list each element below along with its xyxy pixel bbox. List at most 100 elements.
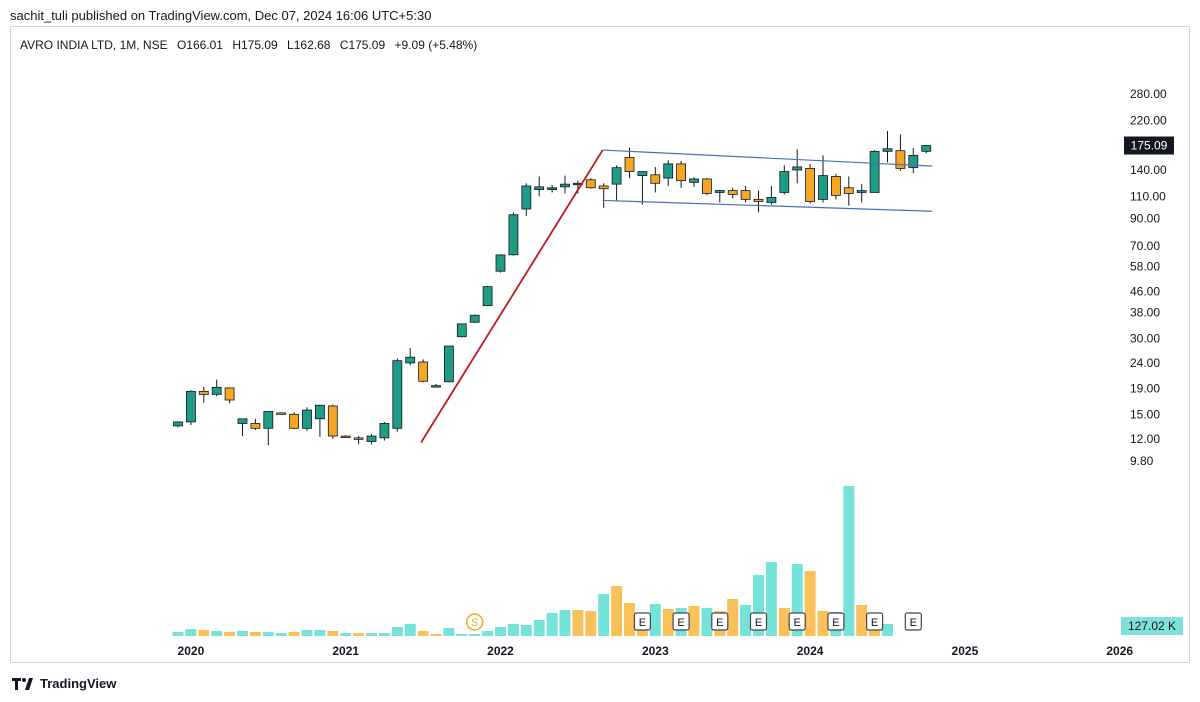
y-tick-label: 220.00 [1130, 114, 1167, 128]
volume-bar [572, 610, 584, 636]
x-tick-label: 2020 [178, 644, 205, 658]
volume-bar [791, 564, 803, 636]
y-tick-label: 110.00 [1130, 189, 1166, 203]
legend-symbol[interactable]: AVRO INDIA LTD, 1M, NSE [20, 38, 168, 52]
channel-lower-line [602, 199, 933, 212]
earnings-marker-label: E [755, 617, 762, 629]
candle-body [856, 190, 867, 193]
tradingview-logo[interactable]: TradingView [12, 676, 116, 691]
volume-bar [198, 630, 210, 636]
chart-legend: AVRO INDIA LTD, 1M, NSE O166.01 H175.09 … [20, 38, 483, 52]
candle-body [637, 171, 648, 176]
candle-body [353, 437, 364, 440]
volume-bar [662, 609, 674, 636]
volume-bar [727, 599, 739, 636]
candle-body [689, 178, 699, 183]
volume-bar [559, 610, 571, 636]
volume-bar [391, 627, 403, 636]
candle-body [663, 163, 674, 179]
last-price-badge [1124, 136, 1174, 155]
x-tick-label: 2021 [332, 644, 359, 658]
candle-body [753, 198, 764, 202]
volume-bar [585, 611, 597, 636]
y-tick-label: 70.00 [1130, 239, 1160, 253]
y-tick-label: 140.00 [1130, 163, 1167, 177]
candle-body [624, 157, 635, 172]
legend-close: C175.09 [339, 38, 386, 52]
candle-body [314, 404, 325, 420]
volume-bar [778, 608, 790, 636]
candle-body [482, 286, 493, 307]
volume-bar [469, 634, 481, 636]
volume-bar [688, 606, 700, 636]
volume-badge [1121, 617, 1183, 635]
candle-body [740, 190, 751, 200]
y-tick-label: 30.00 [1130, 332, 1160, 346]
candle-body [456, 323, 467, 338]
volume-bar [804, 571, 816, 636]
earnings-marker-label: E [832, 617, 839, 629]
candle-body [431, 385, 441, 388]
candle-body [302, 409, 312, 429]
volume-bar [224, 632, 236, 636]
candle-body [650, 174, 661, 184]
trend-line [420, 149, 604, 443]
candle-body [805, 168, 815, 202]
y-tick-label: 38.00 [1130, 306, 1160, 320]
volume-bar [417, 631, 429, 636]
candle-body [714, 190, 725, 193]
last-price-label: 175.09 [1131, 139, 1168, 153]
volume-bar [378, 633, 390, 636]
volume-bar [598, 594, 610, 636]
volume-bar [353, 633, 365, 636]
volume-bar [546, 613, 558, 636]
earnings-marker-label: E [716, 617, 723, 629]
candle-body [263, 411, 274, 429]
earnings-marker [672, 612, 690, 631]
candle-body [727, 190, 738, 195]
legend-change: +9.09 (+5.48%) [394, 38, 478, 52]
channel-upper-line [602, 149, 933, 167]
x-tick-label: 2026 [1106, 644, 1133, 658]
volume-bar [520, 625, 532, 636]
earnings-marker [827, 612, 845, 631]
volume-bar [740, 605, 752, 636]
y-tick-label: 90.00 [1130, 211, 1160, 225]
candle-body [560, 183, 570, 188]
volume-bar [314, 630, 326, 636]
candle-body [831, 176, 841, 196]
candle-body [547, 187, 557, 191]
candle-body [598, 185, 609, 190]
volume-bar [649, 604, 661, 636]
volume-bar [495, 627, 506, 636]
candle-body [276, 412, 287, 415]
volume-bar [817, 611, 829, 636]
volume-bar [172, 632, 184, 636]
candle-body [469, 314, 480, 323]
candle-body [676, 163, 686, 182]
y-tick-label: 15.00 [1130, 407, 1160, 421]
y-tick-label: 9.80 [1130, 454, 1154, 468]
candle-body [366, 435, 377, 442]
candle-body [882, 148, 893, 152]
split-marker-label: S [471, 617, 478, 629]
volume-bar [482, 631, 494, 636]
earnings-marker-label: E [677, 617, 684, 629]
candle-body [418, 361, 429, 382]
earnings-marker [711, 612, 729, 631]
volume-bar [249, 632, 261, 636]
earnings-marker [865, 612, 884, 631]
y-tick-label: 12.00 [1130, 432, 1160, 446]
volume-bar [327, 631, 339, 636]
earnings-marker-label: E [871, 617, 878, 629]
volume-bar [443, 628, 455, 636]
candle-body [198, 390, 209, 395]
volume-bar [275, 633, 287, 636]
candle-body [211, 386, 222, 395]
earnings-marker-label: E [910, 617, 917, 629]
earnings-marker [633, 612, 652, 631]
legend-low: L162.68 [287, 38, 331, 52]
volume-bar [856, 605, 868, 636]
earnings-marker-label: E [639, 617, 646, 629]
